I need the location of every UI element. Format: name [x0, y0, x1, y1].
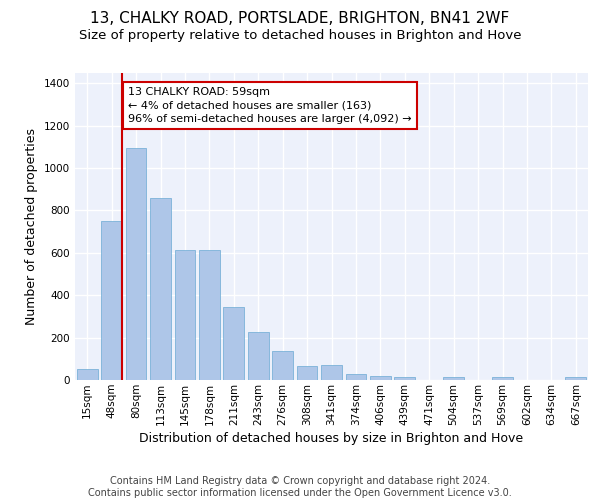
Bar	[150, 198, 171, 380]
Bar	[443, 378, 464, 380]
Bar	[199, 250, 220, 380]
Y-axis label: Number of detached properties: Number of detached properties	[25, 128, 38, 325]
Bar	[101, 221, 122, 380]
Bar	[125, 148, 146, 380]
Bar	[223, 307, 244, 380]
Bar	[565, 378, 586, 380]
Bar	[394, 377, 415, 380]
Text: 13, CHALKY ROAD, PORTSLADE, BRIGHTON, BN41 2WF: 13, CHALKY ROAD, PORTSLADE, BRIGHTON, BN…	[91, 11, 509, 26]
Bar	[272, 352, 293, 380]
Bar	[296, 366, 317, 380]
Bar	[346, 374, 367, 380]
Bar	[321, 365, 342, 380]
Bar	[77, 370, 98, 380]
Bar	[370, 376, 391, 380]
Bar	[248, 332, 269, 380]
Bar	[492, 378, 513, 380]
Text: 13 CHALKY ROAD: 59sqm
← 4% of detached houses are smaller (163)
96% of semi-deta: 13 CHALKY ROAD: 59sqm ← 4% of detached h…	[128, 87, 412, 124]
Bar	[175, 250, 196, 380]
X-axis label: Distribution of detached houses by size in Brighton and Hove: Distribution of detached houses by size …	[139, 432, 524, 445]
Text: Size of property relative to detached houses in Brighton and Hove: Size of property relative to detached ho…	[79, 29, 521, 42]
Text: Contains HM Land Registry data © Crown copyright and database right 2024.
Contai: Contains HM Land Registry data © Crown c…	[88, 476, 512, 498]
